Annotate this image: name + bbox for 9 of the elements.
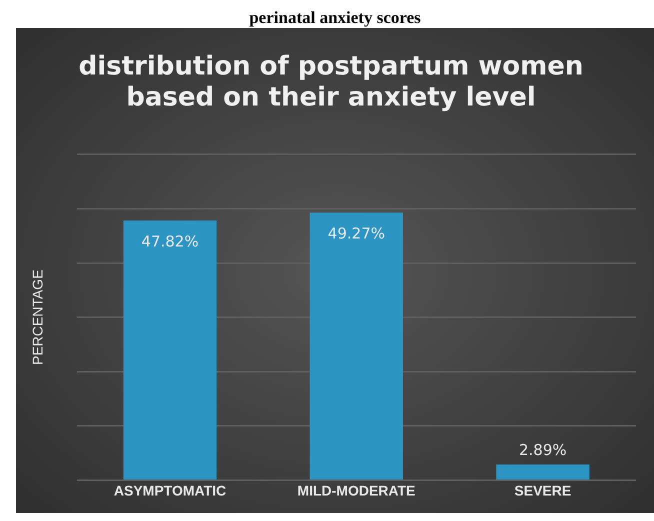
data-label: 2.89% (518, 440, 567, 459)
y-axis-title: PERCENTAGE (29, 270, 46, 366)
text: perinatal anxiety scores (248, 8, 422, 28)
x-tick-label: SEVERE (514, 482, 572, 498)
data-label: 49.27% (328, 224, 385, 243)
data-label: 47.82% (141, 232, 199, 250)
x-tick-label: MILD-MODERATE (297, 482, 416, 498)
x-tick-label: ASYMPTOMATIC (114, 482, 226, 498)
chart-title: distribution of postpartum women based on their anxiety level (78, 51, 584, 113)
